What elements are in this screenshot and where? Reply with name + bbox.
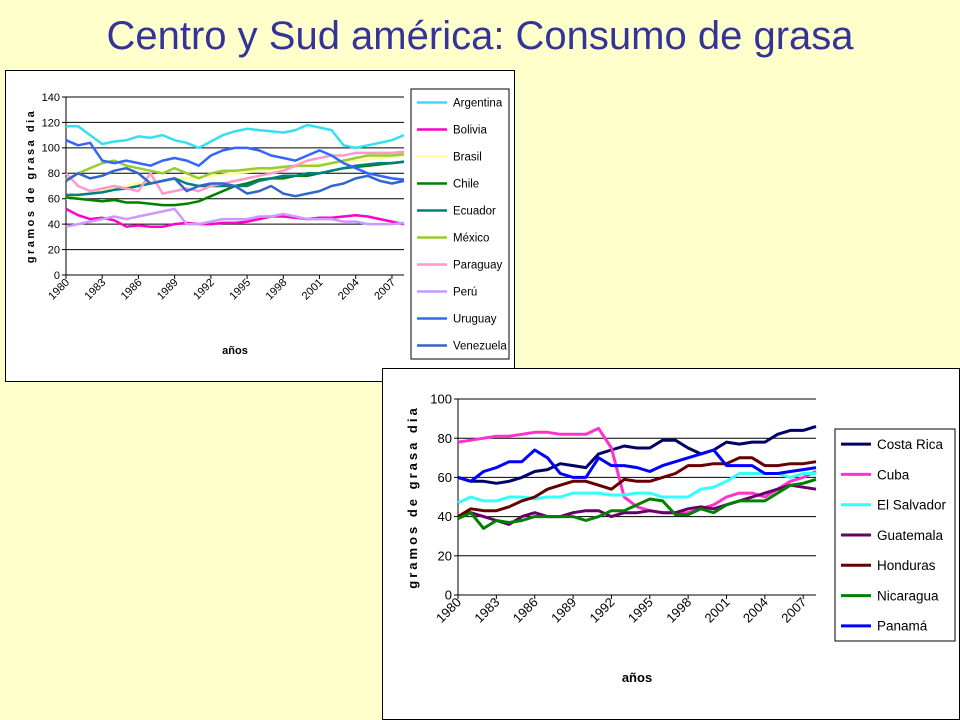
ca-legend-label-6: Panamá	[877, 619, 928, 634]
sa-y-tick-label: 0	[54, 270, 60, 282]
ca-x-tick-label: 1989	[548, 595, 579, 626]
sa-y-tick-label: 100	[42, 143, 60, 155]
ca-x-tick-label: 1992	[586, 595, 617, 626]
ca-x-tick-label: 2001	[702, 595, 733, 626]
sa-y-tick-label: 120	[42, 117, 60, 129]
sa-x-tick-label: 2004	[336, 277, 362, 303]
sa-y-tick-label: 140	[42, 92, 60, 104]
sa-series-line-0	[66, 123, 405, 150]
sa-x-tick-label: 1992	[191, 277, 217, 303]
ca-legend-label-0: Costa Rica	[877, 437, 944, 452]
chart-central-america-svg: 0 20 40 60 80 100 1980 1983 1986 1989 1992 1995 1998…	[405, 392, 956, 685]
sa-legend-label-5: México	[453, 233, 489, 245]
chart-south-america-svg: 0 20 40 60 80 100 120 140 1980 1983 1986 1989 1992 19…	[25, 88, 510, 360]
ca-series-line-6	[457, 448, 817, 483]
sa-x-tick-label: 2007	[372, 277, 398, 303]
ca-legend-label-1: Cuba	[877, 467, 910, 482]
ca-legend-label-4: Honduras	[877, 558, 936, 573]
ca-y-axis-label: gramos de grasa dia	[405, 405, 420, 588]
ca-y-tick-label: 80	[438, 431, 452, 446]
ca-x-tick-label: 1998	[663, 595, 694, 626]
ca-x-tick-label: 1986	[510, 595, 541, 626]
ca-y-tick-label: 0	[445, 588, 452, 603]
sa-x-tick-label: 2001	[300, 277, 326, 303]
sa-x-tick-label: 1989	[155, 277, 181, 303]
ca-series-line-2	[457, 472, 816, 505]
sa-legend-label-3: Chile	[453, 179, 479, 191]
sa-y-axis-label: gramos de grasa dia	[25, 109, 37, 264]
ca-series-line-3	[457, 483, 817, 526]
ca-legend-label-5: Nicaragua	[877, 588, 939, 603]
sa-legend-label-0: Argentina	[453, 98, 503, 110]
sa-series-line-9	[65, 166, 405, 198]
sa-x-tick-label: 1986	[119, 277, 145, 303]
ca-series-line-4	[457, 456, 817, 518]
sa-legend-label-7: Perú	[453, 287, 477, 299]
sa-legend-label-9: Venezuela	[453, 341, 507, 353]
sa-x-tick-label: 1995	[227, 277, 253, 303]
ca-x-axis-label: años	[622, 670, 652, 685]
ca-y-tick-label: 40	[438, 509, 452, 524]
ca-x-tick-label: 1983	[471, 595, 502, 626]
sa-legend-label-1: Bolivia	[453, 125, 487, 137]
ca-x-tick-label: 1995	[625, 595, 656, 626]
chart-south-america: 0 20 40 60 80 100 120 140 1980 1983 1986 1989 1992 19…	[5, 70, 515, 382]
sa-series-line-7	[65, 207, 405, 228]
ca-x-tick-label: 2004	[740, 595, 771, 626]
ca-legend-label-3: Guatemala	[877, 528, 944, 543]
sa-x-axis-label: años	[222, 345, 248, 357]
sa-legend-label-6: Paraguay	[453, 260, 502, 272]
sa-series-line-8	[65, 139, 405, 181]
sa-y-tick-label: 40	[48, 219, 60, 231]
sa-x-tick-label: 1983	[83, 277, 109, 303]
ca-y-tick-label: 100	[430, 392, 452, 407]
slide-title: Centro y Sud américa: Consumo de grasa	[106, 14, 854, 58]
ca-x-tick-label: 1980	[433, 595, 464, 626]
chart-central-america: 0 20 40 60 80 100 1980 1983 1986 1989 1992 1995 1998…	[382, 368, 960, 720]
ca-legend-label-2: El Salvador	[877, 498, 947, 513]
sa-series-line-1	[65, 207, 405, 228]
ca-y-tick-label: 20	[438, 548, 452, 563]
sa-y-tick-label: 80	[48, 168, 60, 180]
ca-series-line-0	[457, 424, 817, 485]
sa-x-tick-label: 1998	[264, 277, 290, 303]
sa-x-tick-label: 1980	[46, 277, 72, 303]
sa-legend-label-2: Brasil	[453, 152, 482, 164]
sa-legend-label-4: Ecuador	[453, 206, 496, 218]
sa-series-line-6	[65, 150, 405, 195]
sa-series-line-5	[65, 152, 405, 181]
sa-legend-label-8: Uruguay	[453, 314, 497, 326]
sa-legend	[410, 88, 510, 360]
ca-x-tick-label: 2007	[778, 595, 809, 626]
ca-y-tick-label: 60	[438, 470, 452, 485]
sa-y-tick-label: 60	[48, 194, 60, 206]
ca-series-line-5	[457, 477, 817, 530]
sa-y-tick-label: 20	[48, 244, 60, 256]
